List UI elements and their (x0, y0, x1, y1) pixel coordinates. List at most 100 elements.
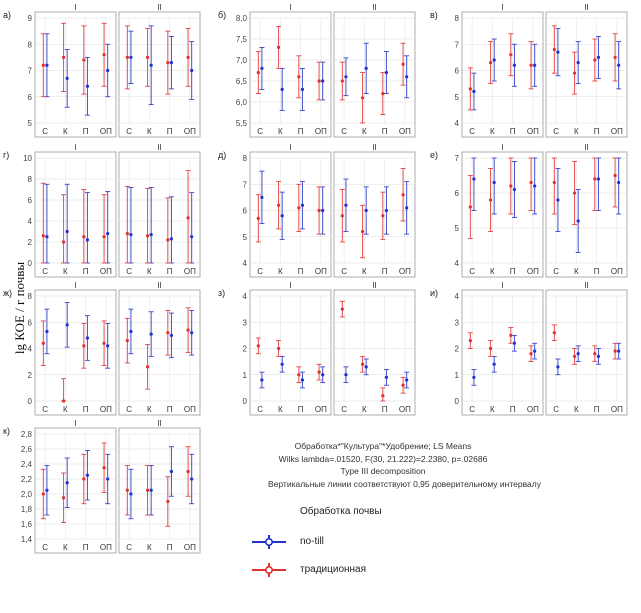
x-tick-label: ОП (184, 267, 196, 276)
mean-point (85, 336, 90, 340)
mean-point (617, 63, 621, 67)
panel-label: а) (3, 10, 11, 20)
mean-point (82, 235, 86, 239)
mean-point (468, 339, 472, 343)
mean-point (102, 466, 106, 470)
y-tick-label: 5 (455, 93, 460, 102)
subpanel-frame (461, 11, 544, 138)
x-tick-label: С (341, 267, 347, 276)
x-tick-label: П (298, 405, 304, 414)
mean-point (106, 68, 110, 73)
mean-point (613, 349, 617, 353)
mean-point (593, 352, 597, 356)
x-tick-label: ОП (527, 405, 539, 414)
x-tick-label: К (490, 405, 495, 414)
y-tick-label: 0 (28, 259, 33, 268)
x-tick-label: ОП (527, 267, 539, 276)
mean-point (65, 481, 69, 485)
y-tick-label: 2,4 (21, 460, 33, 469)
y-tick-label: 0 (243, 397, 248, 406)
mean-point (85, 473, 90, 477)
x-tick-label: ОП (100, 127, 112, 136)
mean-point (593, 58, 597, 62)
mean-point (186, 216, 190, 220)
mean-point (106, 232, 110, 236)
mean-point (102, 235, 106, 239)
x-tick-label: П (83, 405, 89, 414)
subpanel-frame (249, 151, 332, 278)
mean-point (149, 332, 153, 336)
group-label: II (372, 3, 376, 12)
mean-point (344, 203, 348, 207)
mean-point (381, 92, 385, 96)
mean-point (190, 235, 194, 239)
mean-point (596, 354, 601, 358)
mean-point (401, 193, 405, 197)
x-tick-label: К (278, 405, 283, 414)
x-tick-label: С (42, 405, 48, 414)
panel-8: з) 0 1 2 3 4 I С К П ОП II С К П ОП (218, 281, 416, 416)
mean-point (106, 477, 110, 481)
mean-point (186, 328, 190, 332)
panel-label: в) (430, 10, 438, 20)
mean-point (82, 58, 86, 62)
subpanel-frame (34, 151, 117, 278)
mean-point (280, 214, 284, 218)
subpanel-frame (545, 11, 628, 138)
mean-point (321, 79, 325, 83)
legend-item-no-till: no-till (250, 532, 470, 552)
mean-point (190, 68, 194, 73)
panel-1: а) 5 6 7 8 9 I С К П ОП II С К П ОП (3, 3, 201, 138)
x-tick-label: С (257, 267, 263, 276)
mean-point (533, 349, 537, 353)
group-label: I (74, 419, 76, 428)
mean-point (145, 55, 150, 59)
group-label: I (289, 281, 291, 290)
group-label: II (584, 3, 588, 12)
x-tick-label: К (362, 127, 367, 136)
mean-point (593, 177, 597, 181)
x-tick-label: ОП (315, 127, 327, 136)
panel-2: б) 5,5 6,0 6,5 7,0 7,5 8,0 I С К П ОП II С К П ОП (218, 3, 416, 138)
group-label: I (74, 281, 76, 290)
y-tick-label: 10 (23, 154, 32, 163)
x-tick-label: С (42, 127, 48, 136)
subpanel-frame (34, 289, 117, 416)
group-label: II (372, 143, 376, 152)
panel-label: и) (430, 288, 438, 298)
x-tick-label: С (126, 127, 132, 136)
mean-point (297, 206, 301, 210)
y-tick-label: 6 (455, 67, 460, 76)
x-tick-label: К (574, 405, 579, 414)
mean-point (65, 76, 69, 80)
mean-point (401, 383, 405, 387)
y-tick-label: 8 (243, 154, 248, 163)
mean-point (321, 373, 325, 377)
mean-point (552, 47, 556, 52)
group-label: I (501, 281, 503, 290)
mean-point (533, 184, 537, 188)
y-tick-label: 2 (455, 345, 460, 354)
x-tick-label: ОП (399, 127, 411, 136)
mean-point (169, 469, 174, 474)
mean-point (556, 50, 560, 54)
y-tick-label: 4 (243, 292, 248, 301)
mean-point (166, 238, 170, 242)
x-tick-label: П (382, 127, 388, 136)
x-tick-label: К (574, 127, 579, 136)
panel-6: е) 4 5 6 7 I С К П ОП II С К П ОП (430, 143, 628, 278)
x-tick-label: К (278, 127, 283, 136)
y-tick-label: 5 (243, 233, 248, 242)
mean-point (552, 180, 556, 185)
mean-point (405, 378, 409, 382)
y-tick-label: 6 (455, 189, 460, 198)
mean-point (85, 238, 90, 242)
mean-point (300, 203, 305, 207)
group-label: I (289, 3, 291, 12)
mean-point (360, 96, 365, 100)
subpanel-frame (34, 11, 117, 138)
mean-point (509, 333, 513, 337)
mean-point (41, 492, 45, 496)
group-label: II (584, 143, 588, 152)
